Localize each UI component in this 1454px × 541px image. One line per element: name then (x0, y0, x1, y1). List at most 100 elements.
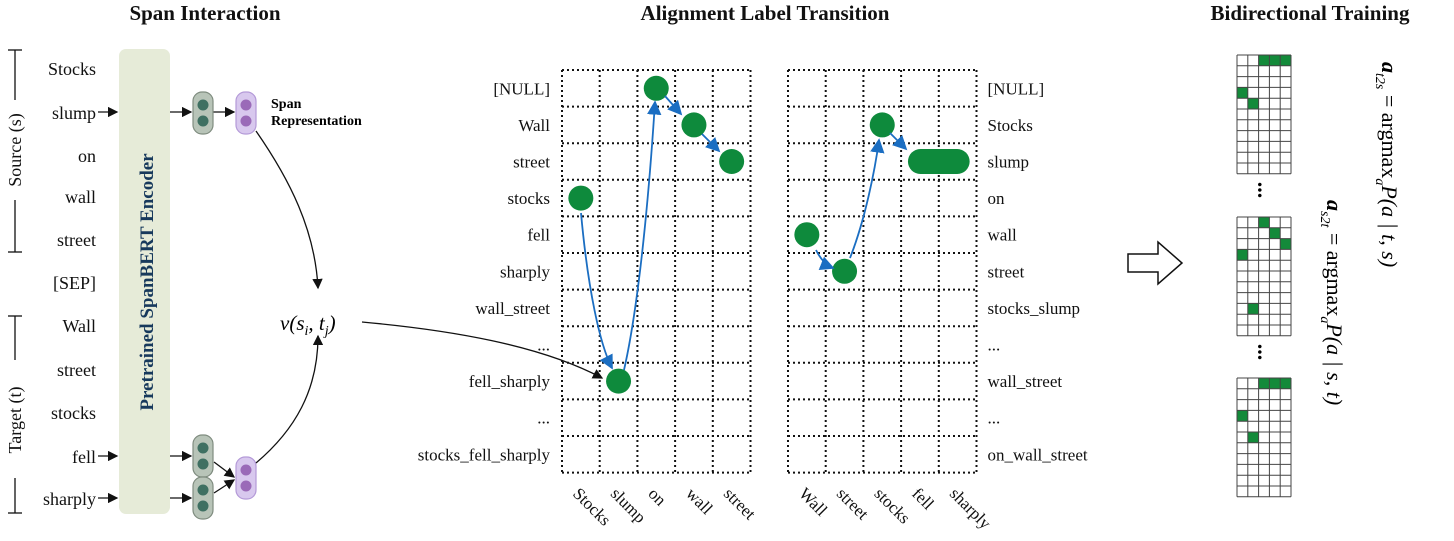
aligned-cell (1237, 249, 1248, 261)
source-label: Source (s) (5, 113, 26, 186)
row-label: ... (537, 336, 550, 355)
title-span-interaction: Span Interaction (129, 1, 280, 25)
alignment-dot (869, 112, 895, 138)
row-label: street (513, 153, 550, 172)
aligned-cell (1258, 378, 1270, 389)
col-label: fell (908, 484, 938, 514)
row-label: on (988, 189, 1006, 208)
row-label: stocks_slump (988, 299, 1081, 318)
row-label: wall_street (475, 299, 550, 318)
token: [SEP] (53, 273, 96, 293)
alignment-dot (794, 222, 820, 248)
ellipsis-2: ... (1253, 344, 1278, 361)
col-label: stocks (871, 484, 914, 527)
alignment-dot (719, 149, 745, 174)
arrow-source-span (255, 130, 323, 290)
aligned-cell (1269, 227, 1281, 239)
alignment-matrix (1236, 54, 1292, 175)
arrow-to-grid (361, 321, 604, 379)
alignment-dot (681, 112, 707, 138)
col-label: on (645, 484, 671, 510)
span-vector (235, 456, 257, 500)
input-arrows (98, 106, 236, 504)
pair-function: v(si, tj) (280, 311, 336, 339)
col-label: sharply (946, 484, 995, 533)
col-label: slump (607, 484, 650, 527)
row-label: on_wall_street (988, 445, 1088, 464)
target-bracket (8, 315, 22, 514)
alignment-dot (643, 75, 669, 101)
token: on (78, 146, 96, 166)
target-label: Target (t) (5, 387, 26, 454)
aligned-cell (1280, 238, 1291, 250)
arrow-target-span (255, 334, 324, 464)
row-label: fell (527, 226, 550, 245)
aligned-cell (1237, 87, 1248, 99)
aligned-cell (1269, 378, 1281, 389)
row-label: slump (988, 153, 1030, 172)
row-label: ... (988, 409, 1001, 428)
token: Stocks (48, 59, 96, 79)
alignment-dot (832, 258, 858, 284)
transition-arrows (580, 95, 908, 371)
row-label: fell_sharply (469, 372, 551, 391)
row-label: Stocks (988, 116, 1033, 135)
aligned-cell (1247, 303, 1259, 315)
row-label: Wall (518, 116, 550, 135)
aligned-cell (1280, 378, 1291, 389)
token: Wall (62, 316, 96, 336)
row-label: wall_street (988, 372, 1063, 391)
title-alignment: Alignment Label Transition (641, 1, 890, 25)
encoder-label: Pretrained SpanBERT Encoder (137, 153, 158, 411)
col-label: Wall (795, 484, 831, 520)
equation-s2t: as2t = argmaxaP(a | s, t) (1317, 200, 1347, 405)
source-bracket (8, 49, 22, 253)
token: stocks (51, 403, 96, 423)
col-label: wall (682, 484, 716, 518)
span-vector (235, 91, 257, 135)
token: street (57, 230, 96, 250)
row-label: ... (988, 336, 1001, 355)
row-label: ... (537, 409, 550, 428)
row-label: sharply (500, 262, 551, 281)
spanbert-encoder (119, 49, 170, 514)
alignment-span-dot (907, 149, 970, 174)
aligned-cell (1269, 55, 1281, 66)
aligned-cell (1237, 410, 1248, 422)
row-label: wall (988, 226, 1018, 245)
aligned-cell (1258, 55, 1270, 66)
aligned-cell (1247, 98, 1259, 109)
ellipsis-1: ... (1253, 182, 1278, 199)
row-label: stocks_fell_sharply (418, 445, 551, 464)
equation-t2s: at2s = argmaxaP(a | t, s) (1372, 62, 1402, 267)
token-vector (192, 434, 214, 478)
grid-left: [NULL] Wall street stocks fell sharply wall_st… (418, 69, 760, 529)
alignment-matrix (1236, 377, 1292, 498)
aligned-cell (1258, 217, 1270, 228)
token: street (57, 360, 96, 380)
alignment-dot (606, 368, 632, 394)
token: sharply (43, 489, 96, 509)
grid-right: [NULL] Stocks slump on wall street stocks_slum… (787, 69, 1088, 533)
aligned-cell (1247, 432, 1259, 443)
span-rep-label-2: Representation (271, 114, 362, 129)
col-label: street (833, 484, 873, 524)
token: wall (65, 187, 96, 207)
alignment-matrix (1236, 216, 1292, 337)
token: slump (52, 103, 96, 123)
row-label: stocks (508, 189, 551, 208)
row-label: [NULL] (988, 79, 1045, 98)
token-vector (192, 476, 214, 520)
row-label: street (988, 262, 1025, 281)
alignment-dot (568, 185, 594, 211)
token-vector (192, 91, 214, 135)
aligned-cell (1280, 55, 1291, 66)
row-label: [NULL] (493, 79, 550, 98)
span-rep-label-1: Span (271, 97, 302, 112)
col-label: street (720, 484, 760, 524)
token: fell (72, 447, 96, 467)
col-label: Stocks (569, 484, 614, 529)
title-bidirectional: Bidirectional Training (1211, 1, 1410, 25)
hollow-right-arrow (1127, 240, 1184, 286)
